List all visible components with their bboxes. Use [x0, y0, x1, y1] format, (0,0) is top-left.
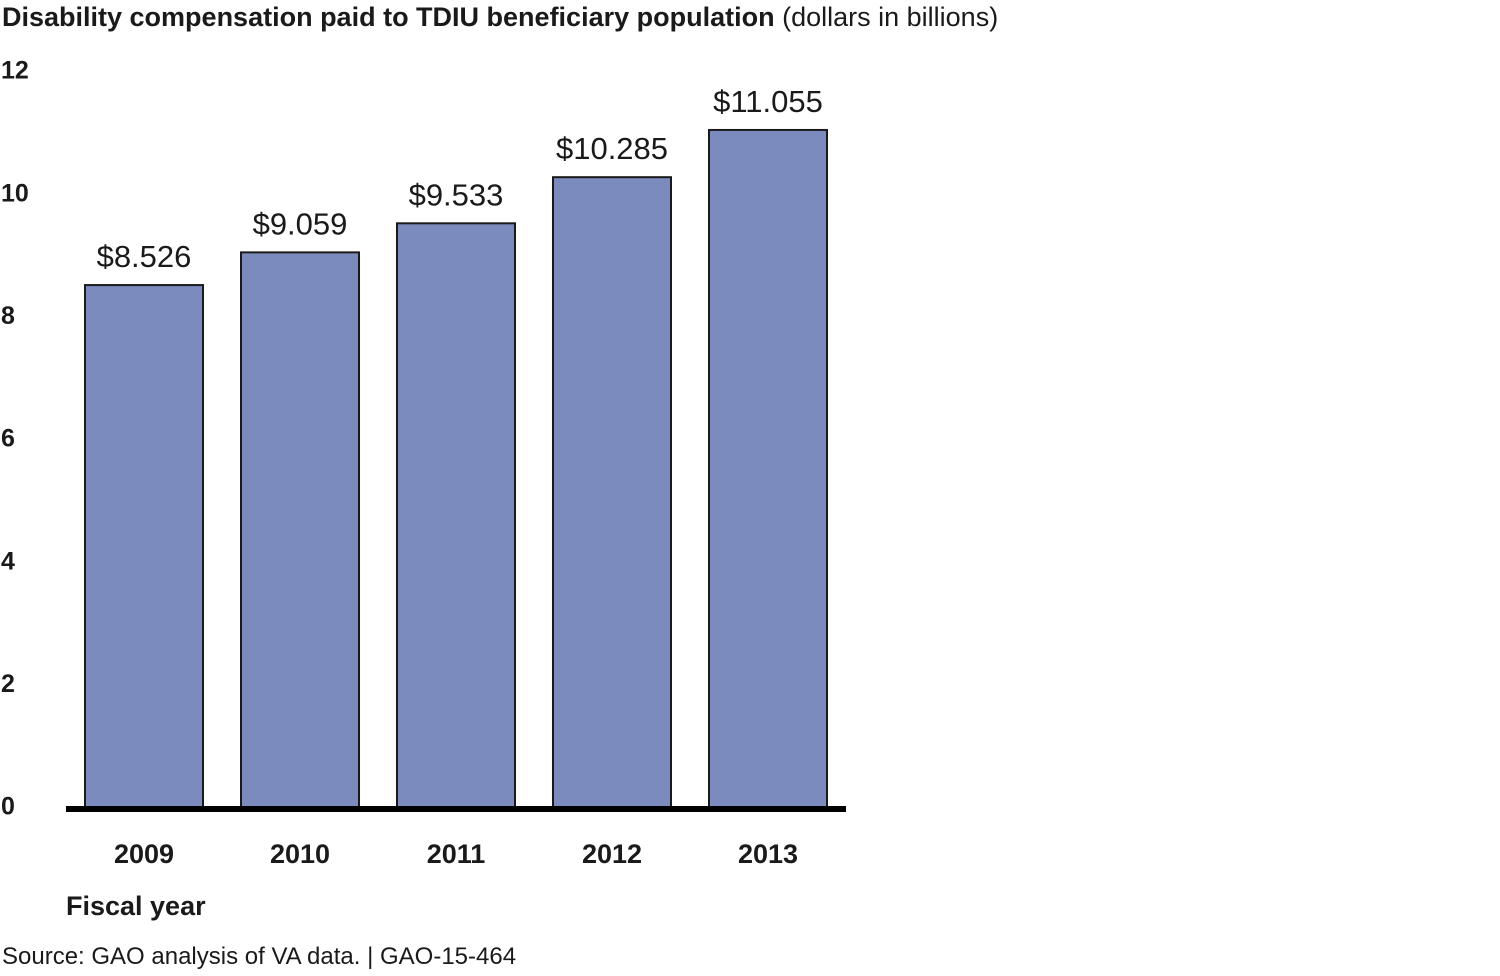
y-tick-label: 12	[1, 57, 29, 85]
x-tick-label: 2012	[582, 839, 642, 869]
x-axis-title: Fiscal year	[66, 891, 206, 921]
y-tick-label: 10	[1, 179, 29, 207]
y-tick-label: 2	[1, 670, 15, 698]
value-label: $9.059	[253, 206, 348, 241]
bar-2009	[84, 284, 204, 809]
bar-2010	[240, 251, 360, 809]
value-label: $11.055	[713, 84, 823, 119]
y-tick-label: 8	[1, 302, 15, 330]
chart-title: Disability compensation paid to TDIU ben…	[2, 0, 998, 34]
value-label: $8.526	[97, 239, 192, 274]
bar-2011	[396, 222, 516, 809]
x-tick-label: 2013	[738, 839, 798, 869]
y-tick-label: 6	[1, 425, 15, 453]
value-label: $10.285	[556, 131, 668, 166]
chart-title-main: Disability compensation paid to TDIU ben…	[2, 2, 775, 32]
bar-2013	[708, 128, 828, 809]
x-axis-line	[66, 806, 846, 812]
bar-2012	[552, 176, 672, 810]
y-tick-label: 4	[1, 547, 15, 575]
x-tick-label: 2011	[427, 839, 486, 869]
x-tick-label: 2009	[114, 839, 174, 869]
chart-title-unit: (dollars in billions)	[782, 2, 999, 32]
y-tick-label: 0	[1, 793, 15, 821]
source-note: Source: GAO analysis of VA data. | GAO-1…	[2, 943, 517, 970]
value-label: $9.533	[409, 177, 504, 212]
x-tick-label: 2010	[270, 839, 330, 869]
